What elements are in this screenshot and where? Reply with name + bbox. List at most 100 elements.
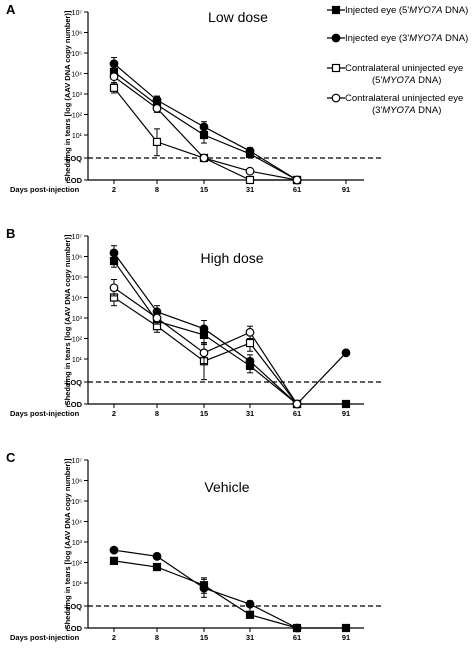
- series-open-circle: [109, 279, 302, 409]
- data-point: [292, 399, 302, 409]
- legend-marker: [331, 63, 341, 73]
- data-point: [152, 562, 162, 572]
- data-point: [152, 103, 162, 113]
- data-point: [199, 122, 209, 132]
- x-tick-label: 8: [155, 633, 159, 642]
- x-tick-label: 61: [293, 185, 301, 194]
- x-tick-label: 8: [155, 409, 159, 418]
- data-point: [152, 313, 162, 323]
- legend-label: Contralateral uninjected eye: [345, 63, 463, 74]
- data-point: [109, 545, 119, 555]
- data-point: [341, 348, 351, 358]
- data-point: [292, 623, 302, 633]
- data-point: [152, 551, 162, 561]
- panel-letter: B: [6, 226, 15, 241]
- series-filled-circle: [109, 57, 302, 185]
- y-axis-label: Shedding in tears [log (AAV DNA copy num…: [63, 10, 72, 181]
- y-tick-label: 10²: [72, 561, 83, 568]
- y-axis-label: Shedding in tears [log (AAV DNA copy num…: [63, 234, 72, 405]
- data-point: [245, 146, 255, 156]
- data-point: [109, 59, 119, 69]
- series-open-square: [109, 288, 302, 409]
- x-tick-label: 15: [200, 185, 208, 194]
- y-tick-label: 10⁶: [71, 255, 82, 262]
- x-tick-label: 91: [342, 185, 350, 194]
- legend-marker: [331, 93, 341, 103]
- y-axis-label: Shedding in tears [log (AAV DNA copy num…: [63, 458, 72, 629]
- legend-item: Injected eye (3'MYO7A DNA): [327, 33, 468, 44]
- panel-letter: A: [6, 2, 16, 17]
- y-tick-label: 10²: [72, 113, 83, 120]
- legend-label: Contralateral uninjected eye: [345, 93, 463, 104]
- x-tick-label: 15: [200, 633, 208, 642]
- legend-item: Contralateral uninjected eye(5'MYO7A DNA…: [327, 63, 463, 86]
- y-tick-label: 10³: [72, 316, 83, 323]
- x-tick-label: 91: [342, 633, 350, 642]
- series-line: [113, 252, 347, 405]
- data-point: [152, 137, 162, 147]
- data-point: [109, 556, 119, 565]
- y-tick-label: 10⁴: [71, 296, 82, 303]
- panels-group: A Low dose LOD LOQ 10¹ 10² 10³ 10⁴ 10⁵ 10⁶ 10⁷ 2 8 15…: [6, 2, 384, 642]
- x-axis-label: Days post-injection: [10, 633, 80, 642]
- legend-label: (5'MYO7A DNA): [372, 75, 441, 86]
- x-tick-label: 31: [246, 633, 254, 642]
- chart-title: Low dose: [208, 9, 268, 25]
- y-tick-label: 10⁷: [72, 458, 83, 465]
- legend-label: (3'MYO7A DNA): [372, 105, 441, 116]
- x-tick-label: 31: [246, 409, 254, 418]
- y-tick-label: 10⁵: [71, 275, 82, 282]
- data-point: [109, 283, 119, 293]
- data-point: [245, 175, 255, 185]
- legend-item: Contralateral uninjected eye(3'MYO7A DNA…: [327, 93, 463, 116]
- y-tick-label: 10⁷: [72, 10, 83, 17]
- data-point: [245, 166, 255, 176]
- series-filled-circle: [109, 545, 302, 633]
- legend-marker: [331, 5, 341, 15]
- data-point: [199, 130, 209, 140]
- y-tick-label: 10³: [72, 92, 83, 99]
- x-tick-label: 2: [112, 409, 116, 418]
- data-point: [292, 175, 302, 185]
- series-filled-square: [109, 254, 351, 409]
- y-tick-label: LOQ: [66, 602, 82, 611]
- data-point: [199, 348, 209, 358]
- y-tick-label: 10⁴: [71, 72, 82, 79]
- y-tick-label: LOQ: [66, 378, 82, 387]
- series-line: [113, 260, 346, 405]
- series-filled-square: [109, 556, 351, 633]
- y-tick-label: 10⁵: [71, 499, 82, 506]
- data-point: [199, 153, 209, 163]
- y-tick-label: 10¹: [72, 581, 83, 588]
- chart-title: Vehicle: [204, 479, 249, 495]
- data-point: [245, 599, 255, 609]
- data-point: [199, 583, 209, 593]
- y-tick-label: 10⁶: [71, 479, 82, 486]
- x-tick-label: 91: [342, 409, 350, 418]
- y-tick-label: 10¹: [72, 133, 83, 140]
- y-tick-label: 10⁴: [71, 520, 82, 527]
- y-tick-label: 10⁷: [72, 234, 83, 241]
- data-point: [199, 324, 209, 334]
- series-line: [113, 560, 346, 629]
- y-tick-label: LOD: [66, 176, 82, 185]
- panel-a: A Low dose LOD LOQ 10¹ 10² 10³ 10⁴ 10⁵ 10⁶ 10⁷ 2 8 15…: [6, 2, 384, 194]
- legend-marker: [331, 33, 341, 43]
- series-open-circle: [109, 70, 302, 185]
- series-filled-circle: [109, 245, 351, 409]
- x-tick-label: 2: [112, 185, 116, 194]
- x-tick-label: 31: [246, 185, 254, 194]
- chart-title: High dose: [200, 250, 263, 266]
- x-tick-label: 8: [155, 185, 159, 194]
- y-tick-label: 10²: [72, 337, 83, 344]
- y-tick-label: LOQ: [66, 154, 82, 163]
- y-tick-label: LOD: [66, 624, 82, 633]
- data-point: [245, 327, 255, 337]
- data-point: [341, 399, 351, 409]
- legend-label: Injected eye (3'MYO7A DNA): [345, 33, 468, 44]
- data-point: [109, 248, 119, 258]
- x-axis-label: Days post-injection: [10, 409, 80, 418]
- series-line: [113, 287, 298, 405]
- y-tick-label: 10⁶: [71, 31, 82, 38]
